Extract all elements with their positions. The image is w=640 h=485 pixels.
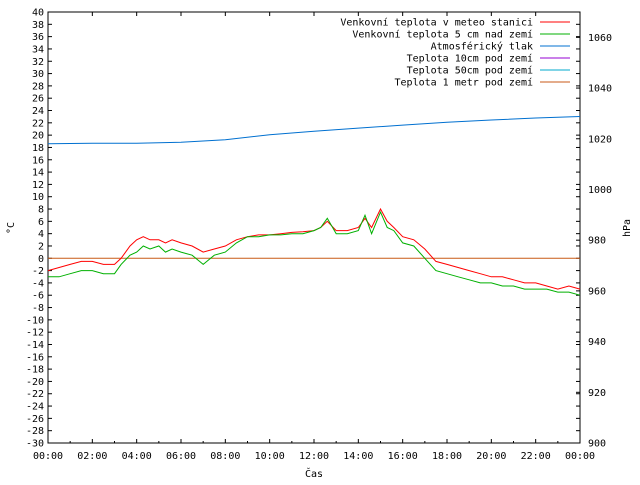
y-tick-label: -4 xyxy=(32,278,44,289)
y2-tick-label: 1020 xyxy=(588,134,612,145)
series-line-pressure xyxy=(47,116,581,145)
y-axis-label: °C xyxy=(6,222,17,234)
y2-tick-label: 1000 xyxy=(588,185,612,196)
y-tick-label: -20 xyxy=(26,377,44,388)
y2-tick-label: 1040 xyxy=(588,84,612,95)
y-tick-label: -22 xyxy=(26,389,44,400)
series-line-5cm-temp xyxy=(48,210,581,296)
y-tick-label: 28 xyxy=(32,81,44,92)
y-tick-label: -18 xyxy=(26,365,44,376)
x-tick-label: 06:00 xyxy=(166,451,196,462)
y-tick-label: 20 xyxy=(32,131,44,142)
x-axis-label: Čas xyxy=(305,467,323,480)
x-tick-label: 00:00 xyxy=(33,451,63,462)
x-tick-label: 12:00 xyxy=(299,451,329,462)
y-tick-label: 6 xyxy=(38,217,44,228)
y2-axis-label: hPa xyxy=(622,219,633,237)
x-tick-label: 16:00 xyxy=(388,451,418,462)
y-tick-label: -28 xyxy=(26,426,44,437)
x-tick-label: 20:00 xyxy=(476,451,506,462)
y-tick-label: -6 xyxy=(32,291,44,302)
axes: -30-28-26-24-22-20-18-16-14-12-10-8-6-4-… xyxy=(26,8,612,463)
y-tick-label: 32 xyxy=(32,57,44,68)
legend-label: Venkovní teplota v meteo stanici xyxy=(340,17,533,29)
y-tick-label: 36 xyxy=(32,32,44,43)
y2-tick-label: 960 xyxy=(588,286,606,297)
y2-tick-label: 900 xyxy=(588,439,606,450)
legend-label: Teplota 50cm pod zemí xyxy=(407,65,533,77)
y-tick-label: 14 xyxy=(32,168,44,179)
y-tick-label: -8 xyxy=(32,303,44,314)
y-tick-label: 12 xyxy=(32,180,44,191)
legend-label: Venkovní teplota 5 cm nad zemí xyxy=(352,29,533,41)
x-tick-label: 10:00 xyxy=(255,451,285,462)
y-tick-label: -24 xyxy=(26,402,44,413)
y-tick-label: 26 xyxy=(32,94,44,105)
y-tick-label: -26 xyxy=(26,414,44,425)
x-tick-label: 04:00 xyxy=(122,451,152,462)
y-tick-label: -2 xyxy=(32,266,44,277)
y2-tick-label: 940 xyxy=(588,337,606,348)
series-layer xyxy=(47,116,581,296)
y-tick-label: 24 xyxy=(32,106,44,117)
y-tick-label: 34 xyxy=(32,44,44,55)
y-tick-label: 0 xyxy=(38,254,44,265)
y-tick-label: -12 xyxy=(26,328,44,339)
x-tick-label: 02:00 xyxy=(77,451,107,462)
y-tick-label: -30 xyxy=(26,439,44,450)
x-tick-label: 18:00 xyxy=(432,451,462,462)
y-tick-label: 38 xyxy=(32,20,44,31)
x-tick-label: 08:00 xyxy=(210,451,240,462)
legend-label: Teplota 10cm pod zemí xyxy=(407,53,533,65)
series-line-outdoor-temp xyxy=(47,207,581,290)
legend: Venkovní teplota v meteo staniciVenkovní… xyxy=(340,17,570,89)
y-tick-label: 4 xyxy=(38,229,44,240)
y-tick-label: 2 xyxy=(38,241,44,252)
y-tick-label: 30 xyxy=(32,69,44,80)
x-tick-label: 14:00 xyxy=(343,451,373,462)
y-tick-label: 8 xyxy=(38,205,44,216)
y-tick-label: 10 xyxy=(32,192,44,203)
y2-tick-label: 980 xyxy=(588,236,606,247)
legend-label: Teplota 1 metr pod zemí xyxy=(395,77,533,89)
y2-tick-label: 920 xyxy=(588,388,606,399)
y-tick-label: -14 xyxy=(26,340,44,351)
y-tick-label: 22 xyxy=(32,118,44,129)
x-tick-label: 00:00 xyxy=(565,451,595,462)
legend-label: Atmosférický tlak xyxy=(431,41,533,53)
y-tick-label: 40 xyxy=(32,8,44,19)
y-tick-label: 18 xyxy=(32,143,44,154)
y-tick-label: -16 xyxy=(26,352,44,363)
y-tick-label: -10 xyxy=(26,315,44,326)
y2-tick-label: 1060 xyxy=(588,33,612,44)
x-tick-label: 22:00 xyxy=(521,451,551,462)
y-tick-label: 16 xyxy=(32,155,44,166)
